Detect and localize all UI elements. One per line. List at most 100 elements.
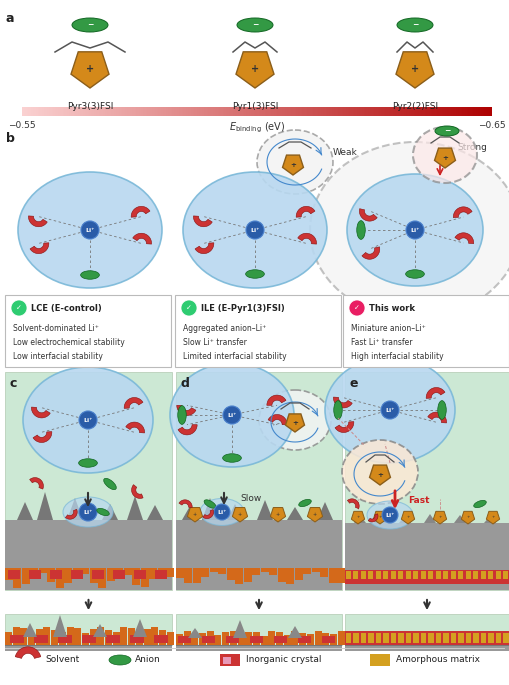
Bar [99,107,101,116]
Bar [115,107,117,116]
Bar [323,107,325,116]
Text: Li⁺: Li⁺ [385,513,394,518]
Bar [226,636,239,643]
Bar [413,571,418,579]
Bar [166,568,175,577]
Bar [332,107,334,116]
Polygon shape [147,505,163,520]
Bar [139,107,142,116]
Polygon shape [317,502,333,520]
Bar [392,107,394,116]
Bar [383,571,388,579]
Circle shape [81,221,99,239]
Bar [322,633,329,645]
Bar [318,107,320,116]
Polygon shape [71,52,109,88]
Bar [201,107,203,116]
Bar [418,570,430,577]
Polygon shape [126,422,145,433]
Bar [36,107,38,116]
Bar [252,568,261,575]
Bar [296,107,298,116]
Bar [184,631,191,645]
Text: Li⁺: Li⁺ [410,228,420,233]
Bar [64,107,66,116]
Text: +: + [193,512,197,517]
Text: +: + [238,512,242,517]
Bar [334,107,336,116]
Bar [184,568,192,584]
Bar [443,571,448,579]
Bar [451,571,456,579]
Bar [420,107,422,116]
Text: +: + [290,162,296,168]
Bar [80,107,82,116]
Polygon shape [374,513,386,523]
Bar [486,107,488,116]
Bar [236,568,243,584]
Bar [157,107,159,116]
Bar [473,107,475,116]
Bar [151,627,158,645]
Bar [99,568,106,588]
Bar [284,635,291,645]
Bar [472,107,474,116]
Bar [212,107,214,116]
Circle shape [79,503,97,521]
Bar [5,632,12,645]
Bar [249,107,251,116]
Ellipse shape [80,271,99,279]
Bar [240,107,242,116]
Bar [22,107,24,116]
Bar [346,571,351,579]
Ellipse shape [237,18,273,32]
Bar [136,633,143,645]
Bar [193,107,195,116]
Bar [132,568,140,585]
Bar [483,107,485,116]
Bar [390,107,392,116]
Bar [176,568,184,578]
Bar [398,570,405,584]
Bar [391,571,396,579]
Bar [345,570,352,584]
Bar [124,568,132,575]
Bar [177,107,179,116]
Bar [488,570,495,584]
Bar [5,372,172,590]
Bar [207,107,209,116]
Bar [417,107,419,116]
Bar [124,107,126,116]
Bar [53,107,55,116]
Bar [317,107,319,116]
Bar [436,633,441,643]
Bar [451,107,454,116]
Bar [222,107,224,116]
Bar [52,107,54,116]
Bar [50,107,52,116]
Bar [373,107,375,116]
Polygon shape [287,507,303,520]
Polygon shape [268,414,287,425]
Bar [346,107,348,116]
Polygon shape [424,514,436,523]
Polygon shape [30,242,49,253]
Bar [462,107,464,116]
Text: $E_\mathrm{binding}$ (eV): $E_\mathrm{binding}$ (eV) [229,121,285,136]
Text: +: + [466,516,470,519]
Bar [103,107,105,116]
Bar [287,107,289,116]
Bar [58,107,60,116]
Bar [354,107,356,116]
Bar [51,630,58,645]
Bar [298,636,311,643]
Bar [49,107,51,116]
Bar [41,107,43,116]
Text: Miniature anion–Li⁺: Miniature anion–Li⁺ [351,324,426,333]
Text: Li⁺: Li⁺ [83,418,93,423]
Bar [151,107,153,116]
Bar [280,107,282,116]
Bar [128,628,135,645]
Bar [375,570,382,584]
Polygon shape [182,506,198,520]
